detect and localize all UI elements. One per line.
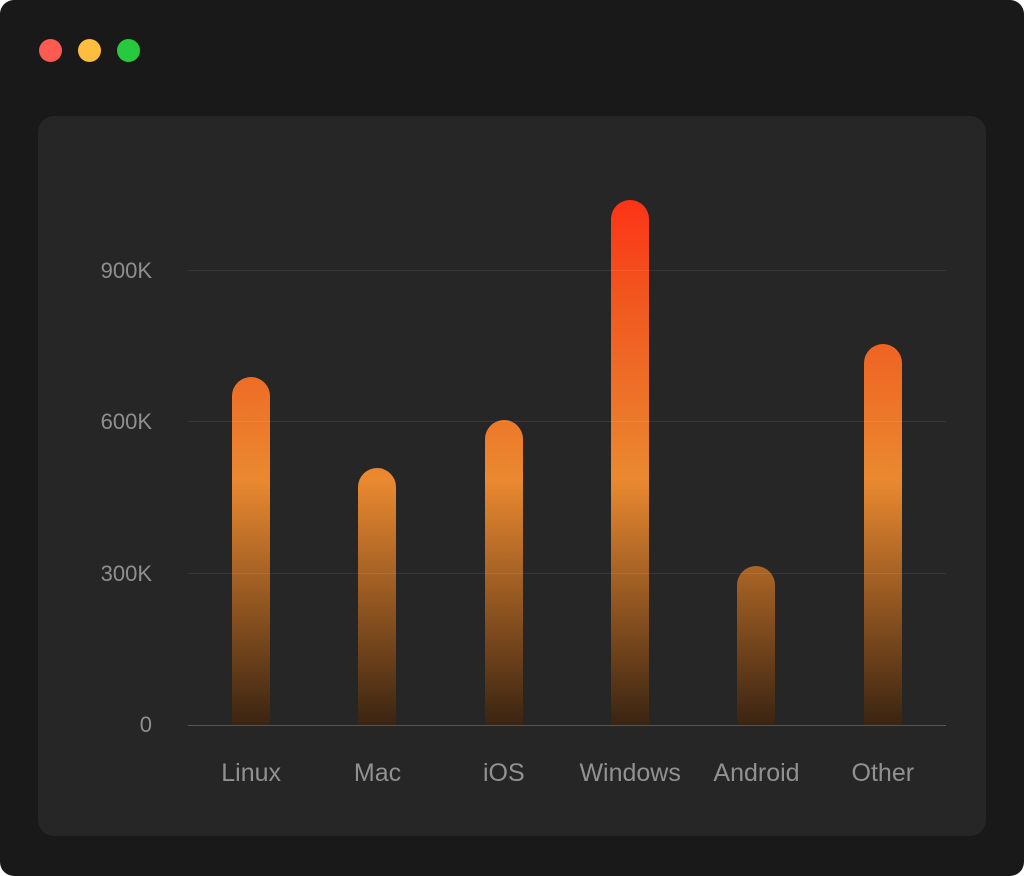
bar-other[interactable]: [863, 344, 902, 725]
minimize-button[interactable]: [78, 39, 101, 62]
x-axis-label-ios: iOS: [482, 759, 525, 787]
bar-column-windows: [567, 180, 693, 725]
bar-android[interactable]: [737, 566, 776, 725]
bar-chart: 0 300K 600K 900K: [88, 180, 946, 736]
x-axis-labels: Linux Mac iOS Windows Android Other: [188, 761, 946, 786]
bar-column-android: [693, 180, 819, 725]
bar-column-mac: [314, 180, 440, 725]
gridline: [188, 269, 946, 271]
gridline: [188, 572, 946, 574]
y-tick-label: 0: [139, 712, 152, 737]
bar-mac[interactable]: [358, 467, 397, 725]
bar-column-other: [820, 180, 946, 725]
bar-windows[interactable]: [611, 200, 650, 725]
window-controls: [39, 39, 140, 62]
bar-linux[interactable]: [232, 376, 271, 725]
y-tick-label: 600K: [100, 409, 152, 435]
bars-container: [188, 180, 946, 725]
y-tick-label: 300K: [100, 560, 152, 586]
y-axis: 0 300K 600K 900K: [88, 180, 188, 735]
zoom-button[interactable]: [117, 39, 140, 62]
x-axis-label-mac: Mac: [353, 759, 402, 787]
window-titlebar[interactable]: [0, 0, 1024, 100]
x-axis-label-linux: Linux: [221, 759, 282, 787]
x-axis-label-windows: Windows: [579, 759, 681, 787]
y-tick-label: 900K: [100, 257, 152, 283]
x-axis-label-android: Android: [713, 759, 800, 787]
chart-card: 0 300K 600K 900K Linux Mac iOS Windows Android O…: [38, 116, 986, 836]
gridline: [188, 421, 946, 423]
bar-column-linux: [188, 180, 314, 725]
x-axis-label-other: Other: [851, 759, 915, 787]
bar-ios[interactable]: [484, 419, 523, 725]
close-button[interactable]: [39, 39, 62, 62]
bar-column-ios: [441, 180, 567, 725]
plot-area: [188, 180, 946, 726]
